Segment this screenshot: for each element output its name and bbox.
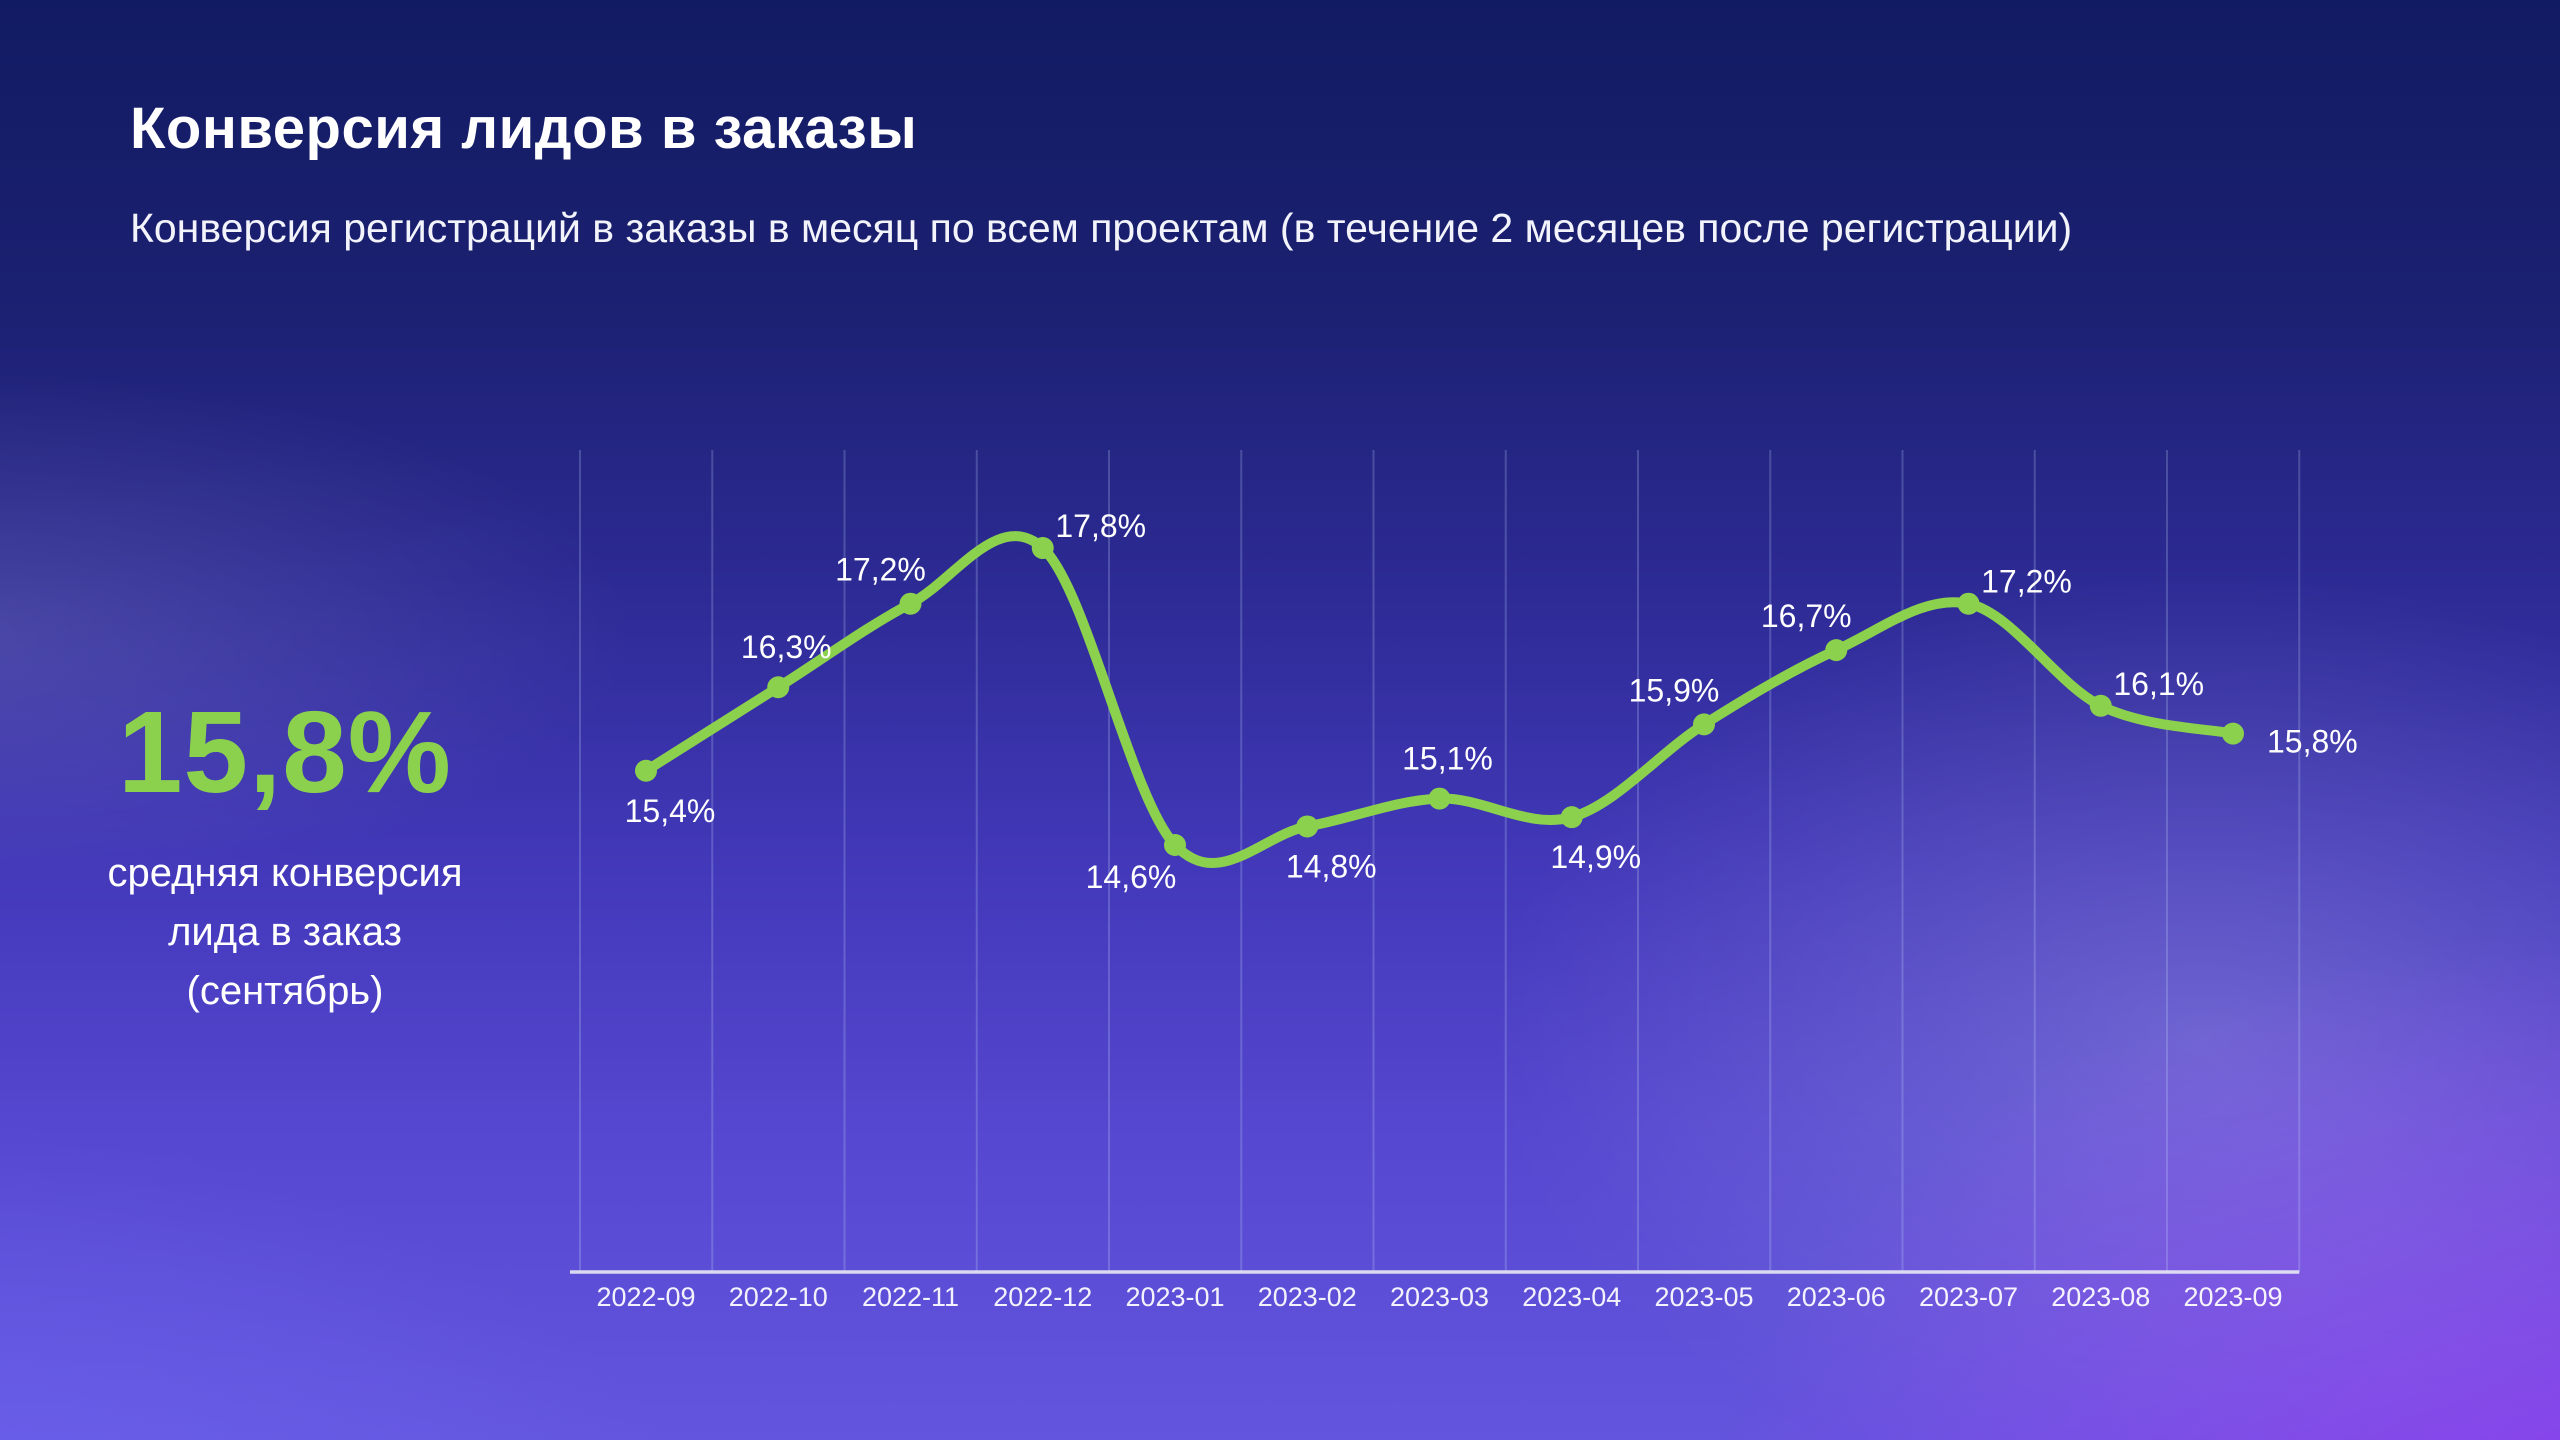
x-tick-label: 2023-08 — [2051, 1282, 2150, 1312]
data-point — [1825, 639, 1848, 662]
data-point — [2089, 694, 2112, 717]
data-point — [2222, 722, 2244, 745]
data-label: 15,8% — [2267, 724, 2358, 760]
data-point — [767, 676, 790, 699]
x-tick-label: 2023-06 — [1787, 1282, 1886, 1312]
data-label: 17,2% — [835, 552, 926, 588]
data-point — [1164, 834, 1186, 856]
data-label: 15,9% — [1629, 672, 1720, 708]
data-label: 15,4% — [625, 793, 716, 829]
x-tick-label: 2023-03 — [1390, 1282, 1489, 1312]
x-tick-label: 2023-01 — [1125, 1282, 1224, 1312]
data-label: 16,3% — [741, 629, 832, 665]
x-tick-label: 2022-09 — [596, 1282, 695, 1312]
data-label: 16,7% — [1761, 598, 1852, 634]
data-label: 17,2% — [1981, 564, 2072, 600]
kpi-value: 15,8% — [118, 687, 452, 817]
x-tick-label: 2023-04 — [1522, 1282, 1621, 1312]
data-label: 15,1% — [1402, 741, 1493, 777]
x-tick-label: 2023-05 — [1654, 1282, 1753, 1312]
kpi-caption: средняя конверсия лида в заказ (сентябрь… — [60, 844, 510, 1020]
data-point — [1296, 815, 1319, 838]
kpi-caption-line-2: лида в заказ — [168, 909, 402, 954]
data-label: 14,8% — [1286, 848, 1377, 884]
data-point — [635, 759, 657, 782]
data-label: 17,8% — [1055, 508, 1146, 544]
x-tick-label: 2022-11 — [862, 1282, 959, 1312]
data-point — [1031, 537, 1054, 560]
data-point — [1428, 787, 1451, 810]
page-title: Конверсия лидов в заказы — [130, 96, 918, 161]
data-point — [1560, 806, 1583, 829]
kpi-caption-line-3: (сентябрь) — [186, 968, 384, 1013]
x-tick-label: 2023-09 — [2183, 1282, 2282, 1312]
x-tick-label: 2023-02 — [1258, 1282, 1357, 1312]
x-tick-label: 2023-07 — [1919, 1282, 2018, 1312]
data-point — [1693, 713, 1715, 736]
data-label: 14,9% — [1550, 839, 1641, 875]
data-label: 14,6% — [1086, 859, 1177, 895]
x-tick-label: 2022-12 — [993, 1282, 1092, 1312]
data-point — [1957, 592, 1980, 615]
page-subtitle: Конверсия регистраций в заказы в месяц п… — [130, 205, 2073, 251]
kpi-block: 15,8% средняя конверсия лида в заказ (се… — [60, 687, 510, 1020]
x-tick-label: 2022-10 — [729, 1282, 828, 1312]
data-label: 16,1% — [2113, 666, 2204, 702]
kpi-caption-line-1: средняя конверсия — [107, 850, 463, 895]
data-point — [899, 592, 922, 615]
